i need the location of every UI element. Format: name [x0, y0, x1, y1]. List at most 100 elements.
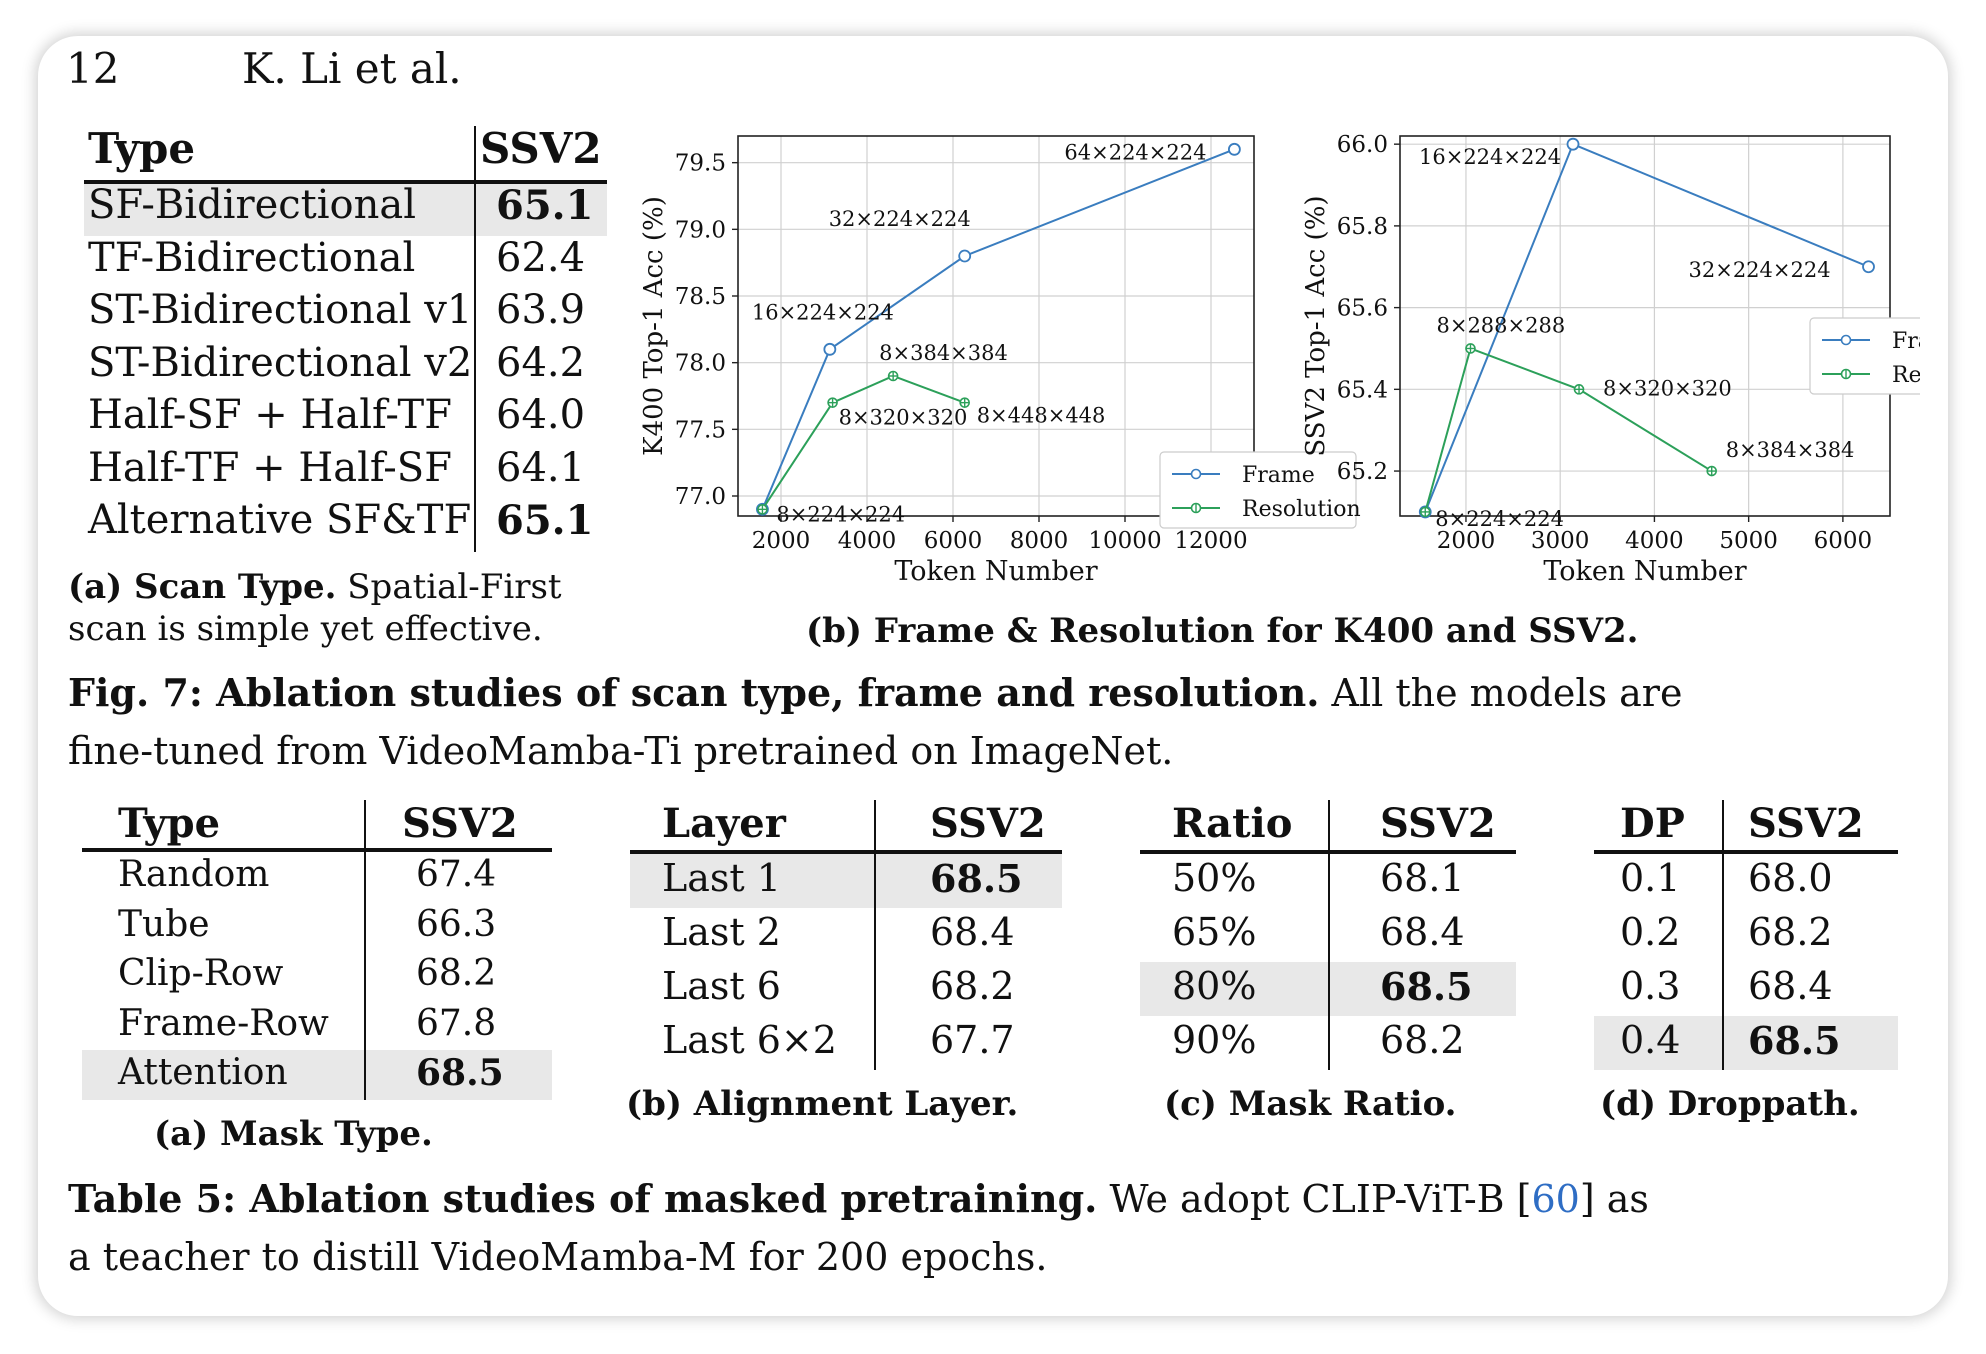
col-header: SSV2	[402, 800, 518, 847]
charts-caption-text: (b) Frame & Resolution for K400 and SSV2…	[806, 611, 1639, 651]
x-axis-label: Token Number	[1543, 556, 1746, 587]
scan-type-caption-line2: scan is simple yet effective.	[68, 609, 543, 649]
x-tick-label: 6000	[1814, 528, 1873, 554]
x-axis-label: Token Number	[894, 556, 1097, 587]
row-value: 68.1	[1380, 856, 1465, 900]
page-number: 12	[66, 44, 120, 93]
row-value: 68.4	[1380, 910, 1465, 954]
data-point	[823, 342, 837, 356]
row-value: 68.5	[930, 856, 1023, 901]
x-tick-label: 5000	[1719, 528, 1778, 554]
y-tick-label: 78.0	[675, 351, 726, 377]
figure-caption-text: All the models are	[1331, 671, 1683, 715]
scan-row-type: ST-Bidirectional v1	[88, 287, 473, 333]
plot-frame	[737, 135, 1255, 517]
x-tick-label: 3000	[1531, 528, 1590, 554]
scan-row-value: 64.1	[496, 444, 586, 491]
row-value: 68.2	[1748, 910, 1833, 954]
row-label: 65%	[1172, 910, 1257, 954]
header-rule	[82, 848, 552, 852]
col-header-type: Type	[88, 124, 196, 173]
row-label: Last 2	[662, 910, 781, 954]
caption-label: (a) Scan Type.	[68, 567, 337, 607]
column-rule	[474, 126, 476, 552]
scan-row-value: 62.4	[496, 234, 586, 281]
x-tick-label: 10000	[1088, 528, 1161, 554]
highlight-row-bg	[630, 854, 1062, 908]
scan-row-value: 65.1	[496, 182, 594, 229]
row-value: 67.8	[416, 1002, 497, 1044]
y-axis-label: SSV2 Top-1 Acc (%)	[1301, 195, 1331, 456]
figure-caption: Fig. 7: Ablation studies of scan type, f…	[68, 664, 1682, 722]
figure-caption-label: Fig. 7: Ablation studies of scan type, f…	[68, 670, 1320, 715]
x-tick-label: 4000	[1625, 528, 1684, 554]
series-line-resolution	[1424, 347, 1713, 513]
column-rule	[1328, 800, 1330, 1070]
point-annotation: 8×384×384	[1726, 438, 1855, 462]
row-value: 68.4	[930, 910, 1015, 954]
point-annotation: 8×288×288	[1436, 313, 1565, 337]
legend-label: Resolution	[1892, 363, 1920, 388]
page-card	[38, 36, 1948, 1316]
legend-marker	[1840, 334, 1852, 346]
row-label: Tube	[118, 903, 210, 945]
row-value: 68.4	[1748, 964, 1833, 1008]
column-rule	[1722, 800, 1724, 1070]
col-header-ssv2: SSV2	[480, 124, 602, 173]
row-value: 67.4	[416, 854, 497, 895]
series-line-frame	[761, 148, 1235, 510]
citation-link[interactable]: 60	[1531, 1177, 1580, 1221]
sub-table-caption: (c) Mask Ratio.	[1164, 1084, 1457, 1124]
charts-caption: (b) Frame & Resolution for K400 and SSV2…	[806, 610, 1638, 652]
scan-type-caption: (a) Scan Type. Spatial-First	[68, 566, 562, 608]
highlight-row-bg	[1594, 1016, 1898, 1070]
header-rule	[1594, 850, 1898, 854]
sub-table-caption: (b) Alignment Layer.	[626, 1084, 1019, 1124]
table-caption-label: Table 5: Ablation studies of masked pret…	[68, 1176, 1098, 1221]
col-header: SSV2	[930, 800, 1046, 847]
row-label: 0.4	[1620, 1018, 1681, 1062]
row-label: 80%	[1172, 964, 1257, 1008]
x-tick-label: 8000	[1010, 528, 1069, 554]
column-rule	[874, 800, 876, 1070]
table-caption-text: We adopt CLIP-ViT-B [	[1109, 1177, 1532, 1221]
data-point	[1862, 260, 1875, 274]
data-point	[1227, 142, 1241, 156]
y-tick-label: 65.8	[1337, 214, 1388, 240]
row-label: 0.3	[1620, 964, 1681, 1008]
col-header: DP	[1620, 800, 1685, 847]
data-point	[958, 249, 972, 263]
sub-table-caption: (d) Droppath.	[1600, 1084, 1860, 1124]
figure-caption-line2: fine-tuned from VideoMamba-Ti pretrained…	[68, 729, 1174, 773]
legend-marker	[1190, 468, 1202, 480]
point-annotation: 64×224×224	[1064, 140, 1206, 164]
y-tick-label: 77.0	[675, 484, 726, 510]
y-tick-label: 78.5	[675, 284, 726, 310]
row-value: 68.5	[1380, 964, 1473, 1009]
y-tick-label: 79.5	[675, 151, 726, 177]
col-header: SSV2	[1748, 800, 1864, 847]
legend-label: Resolution	[1242, 497, 1361, 522]
frame-resolution-charts: 77.0 77.5 78.0 78.5 79.0 79.5 2000 4000 6000 8000…	[639, 132, 1920, 587]
scan-row-type: Alternative SF&TF	[88, 497, 472, 543]
y-tick-label: 65.4	[1337, 377, 1388, 403]
col-header: Ratio	[1172, 800, 1293, 847]
row-value: 68.5	[1748, 1018, 1841, 1063]
col-header: SSV2	[1380, 800, 1496, 847]
legend-label: Frame	[1892, 329, 1920, 354]
scan-row-value: 63.9	[496, 287, 586, 333]
scan-row-value: 64.2	[496, 339, 586, 386]
scan-row-type: ST-Bidirectional v2	[88, 339, 473, 386]
highlight-row-bg	[82, 1050, 552, 1100]
header-rule	[630, 850, 1062, 854]
scan-row-type: SF-Bidirectional	[88, 182, 417, 228]
row-label: Attention	[118, 1052, 288, 1093]
scan-row-type: Half-SF + Half-TF	[88, 392, 452, 438]
row-label: Clip-Row	[118, 953, 284, 994]
chart-ssv2	[1394, 135, 1920, 522]
point-annotation: 8×224×224	[776, 502, 905, 526]
point-annotation: 8×320×320	[839, 406, 968, 430]
col-header: Layer	[662, 800, 786, 847]
table-caption-line2: a teacher to distill VideoMamba-M for 20…	[68, 1235, 1048, 1279]
scan-row-type: Half-TF + Half-SF	[88, 444, 452, 491]
